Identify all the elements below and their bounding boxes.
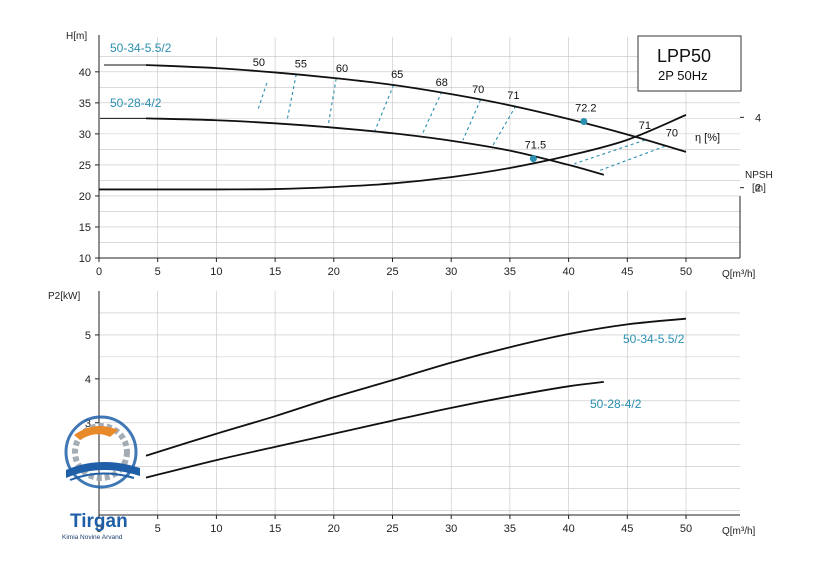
- efficiency-line: [327, 78, 337, 128]
- best-efficiency-point: [529, 155, 537, 163]
- power-curve-0: [145, 317, 687, 457]
- power-x-tick-label: 10: [210, 523, 222, 535]
- power-x-axis-label: Q[m³/h]: [722, 526, 756, 537]
- model-title-box: LPP50 2P 50Hz: [637, 35, 742, 92]
- efficiency-line: [374, 84, 395, 131]
- power-x-tick-label: 40: [562, 523, 574, 535]
- npsh-curve: [99, 114, 687, 191]
- head-y-axis-label: H[m]: [66, 31, 87, 42]
- model-spec: 2P 50Hz: [658, 68, 708, 83]
- model-title: LPP50: [657, 46, 711, 66]
- head-y-tick-label: 15: [79, 222, 91, 234]
- head-y-tick-label: 10: [79, 253, 91, 265]
- efficiency-line-label: 65: [391, 69, 403, 81]
- logo-name: Tirgan: [70, 511, 128, 532]
- efficiency-line: [421, 91, 443, 136]
- efficiency-line-label: 70: [666, 127, 678, 139]
- power-x-tick-label: 35: [504, 523, 516, 535]
- efficiency-line-label: 55: [295, 58, 307, 70]
- efficiency-line-label: 71: [639, 120, 651, 132]
- efficiency-lines: [256, 74, 666, 172]
- head-series-label-50-34: 50-34-5.5/2: [110, 41, 172, 55]
- power-grid: [98, 291, 740, 516]
- npsh-tick-label: 4: [755, 112, 761, 124]
- head-x-tick-label: 0: [96, 266, 102, 278]
- power-x-tick-label: 0: [96, 523, 102, 535]
- head-y-tick-label: 20: [79, 191, 91, 203]
- efficiency-line-label: 68: [436, 77, 448, 89]
- head-x-axis-label: Q[m³/h]: [722, 269, 756, 280]
- head-y-tick-label: 40: [79, 67, 91, 79]
- power-x-tick-label: 30: [445, 523, 457, 535]
- efficiency-line-label: 70: [472, 84, 484, 96]
- power-y-tick-label: 5: [85, 330, 91, 342]
- power-y-tick-label: 4: [85, 374, 91, 386]
- head-y-tick-label: 35: [79, 98, 91, 110]
- power-y-tick-label: 3: [85, 418, 91, 430]
- head-x-tick-label: 15: [269, 266, 281, 278]
- efficiency-line: [286, 74, 297, 122]
- power-x-tick-label: 20: [328, 523, 340, 535]
- npsh-label-unit: [m]: [752, 183, 766, 194]
- head-ticks: 10 15 20 25 30 35 40 0 5 10 15 20 25 30 35 40 45 50: [79, 67, 692, 278]
- power-y-axis-label: P2[kW]: [48, 291, 80, 302]
- power-curves: [145, 317, 687, 479]
- power-x-tick-label: 50: [680, 523, 692, 535]
- power-series-label-50-28: 50-28-4/2: [590, 397, 642, 411]
- head-x-tick-label: 35: [504, 266, 516, 278]
- best-efficiency-point-label: 71.5: [525, 140, 546, 152]
- efficiency-line: [574, 139, 646, 165]
- power-x-tick-label: 45: [621, 523, 633, 535]
- head-curves: [99, 64, 687, 191]
- head-x-tick-label: 50: [680, 266, 692, 278]
- head-x-tick-label: 40: [562, 266, 574, 278]
- head-x-tick-label: 10: [210, 266, 222, 278]
- efficiency-line-label: 71: [507, 90, 519, 102]
- head-curve-0: [145, 64, 687, 153]
- efficiency-line: [491, 105, 517, 147]
- head-x-tick-label: 30: [445, 266, 457, 278]
- efficiency-line-label: 60: [336, 63, 348, 75]
- best-efficiency-point-label: 72.2: [575, 102, 596, 114]
- logo-orange-wave-icon: [74, 426, 118, 440]
- power-x-tick-label: 15: [269, 523, 281, 535]
- head-grid: [98, 35, 741, 259]
- logo-subtitle: Kimia Novine Arvand: [62, 534, 123, 541]
- npsh-tick-label: 2: [755, 183, 761, 195]
- head-x-tick-label: 20: [328, 266, 340, 278]
- head-series-label-50-28: 50-28-4/2: [110, 96, 162, 110]
- logo-blue-wave-icon: [66, 461, 140, 478]
- head-x-tick-label: 45: [621, 266, 633, 278]
- npsh-ticks: 24: [740, 112, 761, 195]
- best-efficiency-point: [580, 117, 588, 125]
- tirgan-logo: Tirgan Kimia Novine Arvand: [62, 415, 140, 541]
- power-x-tick-label: 5: [155, 523, 161, 535]
- eta-label: η [%]: [695, 132, 720, 144]
- efficiency-line: [462, 99, 482, 141]
- efficiency-line: [256, 82, 268, 112]
- npsh-label-title: NPSH: [745, 170, 773, 181]
- power-curve-1: [145, 381, 604, 479]
- efficiency-points: 72.2 71.5: [525, 102, 597, 163]
- head-x-tick-label: 5: [155, 266, 161, 278]
- efficiency-labels: 50 55 60 65 68 70 71 71 70: [253, 57, 678, 139]
- power-x-tick-label: 25: [386, 523, 398, 535]
- head-x-tick-label: 25: [386, 266, 398, 278]
- head-y-tick-label: 30: [79, 129, 91, 141]
- efficiency-line-label: 50: [253, 57, 265, 69]
- head-curve-1: [145, 117, 605, 176]
- head-y-tick-label: 25: [79, 160, 91, 172]
- power-series-label-50-34: 50-34-5.5/2: [623, 332, 685, 346]
